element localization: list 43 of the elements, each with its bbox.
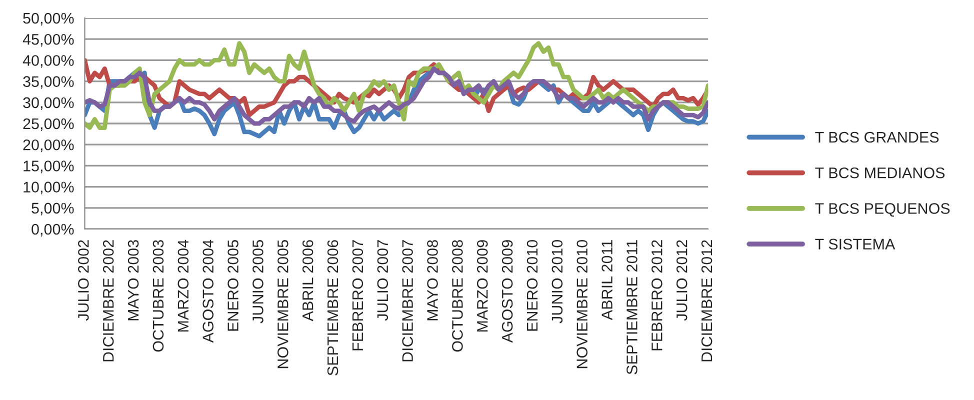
x-tick-label: NOVIEMBRE 2010: [576, 240, 588, 368]
y-tick-label: 30,00%: [23, 97, 74, 110]
y-tick-label: 50,00%: [23, 12, 74, 26]
y-tick-label: 10,00%: [24, 182, 74, 194]
legend-label: T BCS PEQUENOS: [815, 203, 950, 217]
y-tick-label: 40,00%: [22, 55, 74, 68]
x-tick-label: JULIO 2002: [78, 240, 89, 321]
x-tick-label: DICIEMBRE 2012: [701, 240, 712, 362]
x-tick-label: MAYO 2008: [427, 240, 438, 320]
y-tick-label: 0,00%: [32, 224, 74, 236]
x-tick-label: JUNIO 2005: [252, 240, 264, 324]
x-tick-label: DICIEMBRE 2007: [402, 240, 413, 362]
x-tick-label: ENERO 2010: [526, 240, 538, 331]
x-tick-label: AGOSTO 2004: [202, 240, 214, 343]
x-tick-label: ABRIL 2006: [302, 240, 314, 322]
x-tick-label: JULIO 2007: [377, 240, 388, 321]
y-tick-label: 5,00%: [32, 202, 74, 216]
y-tick-label: 20,00%: [23, 139, 74, 152]
x-tick-label: SEPTIEMBRE 2006: [327, 240, 338, 376]
legend-label: T BCS GRANDES: [815, 132, 939, 143]
x-tick-label: OCTUBRE 2008: [452, 240, 463, 352]
legend-label: T SISTEMA: [815, 238, 896, 250]
y-tick-label: 45,00%: [22, 34, 74, 47]
x-tick-label: MARZO 2004: [178, 240, 189, 332]
x-tick-label: JUNIO 2010: [552, 240, 563, 324]
x-tick-label: SEPTIEMBRE 2011: [626, 240, 638, 374]
x-tick-label: NOVIEMBRE 2005: [277, 240, 288, 368]
x-tick-label: MARZO 2009: [476, 240, 488, 332]
x-tick-label: MAYO 2003: [128, 240, 139, 320]
x-tick-label: FEBRERO 2007: [352, 240, 364, 350]
y-tick-label: 25,00%: [23, 118, 74, 131]
x-tick-label: AGOSTO 2009: [502, 240, 513, 343]
x-tick-label: JULIO 2012: [676, 240, 688, 321]
x-tick-label: ABRIL 2011: [602, 240, 612, 320]
y-tick-label: 35,00%: [23, 76, 74, 89]
x-tick-label: OCTUBRE 2003: [152, 240, 164, 352]
x-tick-label: DICIEMBRE 2002: [102, 240, 114, 362]
line-series: [84, 66, 708, 126]
y-tick-label: 15,00%: [24, 160, 74, 174]
x-tick-label: ENERO 2005: [228, 240, 238, 331]
x-tick-label: FEBRERO 2012: [652, 240, 662, 350]
line-series: [84, 41, 708, 130]
legend-label: T BCS MEDIANOS: [815, 167, 945, 178]
